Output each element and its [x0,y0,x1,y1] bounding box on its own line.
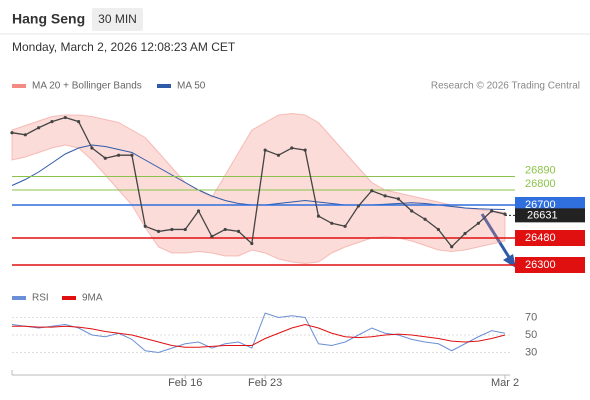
rsi-line [12,323,506,348]
level-label: 26480 [525,232,556,244]
level-label: 26890 [525,164,556,176]
interval-badge [92,8,143,31]
legend-label: MA 20 + Bollinger Bands [32,81,142,92]
price-point [410,209,414,213]
price-point [223,227,227,232]
level-tag [515,257,585,273]
price-point [196,209,201,213]
price-point [356,204,361,208]
arrow-head [503,254,516,268]
price-point [250,241,254,246]
price-point [103,156,107,160]
price-point [143,224,147,228]
legend-swatch [62,296,76,300]
price-point [396,197,401,201]
price-point [236,229,241,233]
price-point [210,234,214,239]
datetime: Monday, March 2, 2026 12:08:23 AM CET [12,40,236,54]
title: Hang Seng [12,11,85,27]
price-point [423,217,427,221]
price-tag [515,208,585,223]
level-label: 26300 [525,259,556,271]
price-line [11,116,506,248]
price-point [290,146,294,150]
price-point [503,212,507,216]
price-point [10,131,14,135]
price-point [50,120,54,124]
price-point [90,146,94,150]
price-point [116,153,121,157]
price-point [37,126,41,130]
legend-swatch [157,84,171,88]
legend-swatch [12,84,26,88]
x-tick-label: Mar 2 [491,377,519,389]
rsi-line [11,312,506,354]
legend-label: MA 50 [177,81,206,92]
level-label: 26700 [525,199,556,211]
price-point [130,153,134,157]
level-label: 26800 [525,178,556,190]
y-tick-label: 30 [525,346,537,358]
price-point [170,227,174,232]
price-point [316,214,321,218]
price-point [63,115,67,120]
price-point [490,209,494,213]
price-point [476,221,480,225]
price-point [370,189,374,193]
price-point [183,227,187,232]
x-tick-label: Feb 16 [168,377,202,389]
price-point [303,148,307,152]
price-point [383,194,387,198]
price-point [23,133,27,137]
price-label: 26631 [527,209,558,221]
source: Research © 2026 Trading Central [431,81,580,92]
price-point [156,229,161,233]
y-tick-label: 50 [525,329,537,341]
price-point [330,221,334,225]
price-point [276,153,281,157]
price-point [436,227,440,232]
price-point [343,224,347,228]
x-tick-label: Feb 23 [248,377,282,389]
legend-label: RSI [32,293,49,304]
price-point [450,245,454,249]
price-point [463,231,467,236]
level-tag [515,230,585,246]
legend-swatch [12,296,26,300]
price-point [263,148,267,152]
legend-label: 9MA [82,293,103,304]
bollinger-band [11,112,506,265]
price-point [77,120,81,124]
interval: 30 MIN [98,12,137,26]
y-tick-label: 70 [525,311,537,323]
